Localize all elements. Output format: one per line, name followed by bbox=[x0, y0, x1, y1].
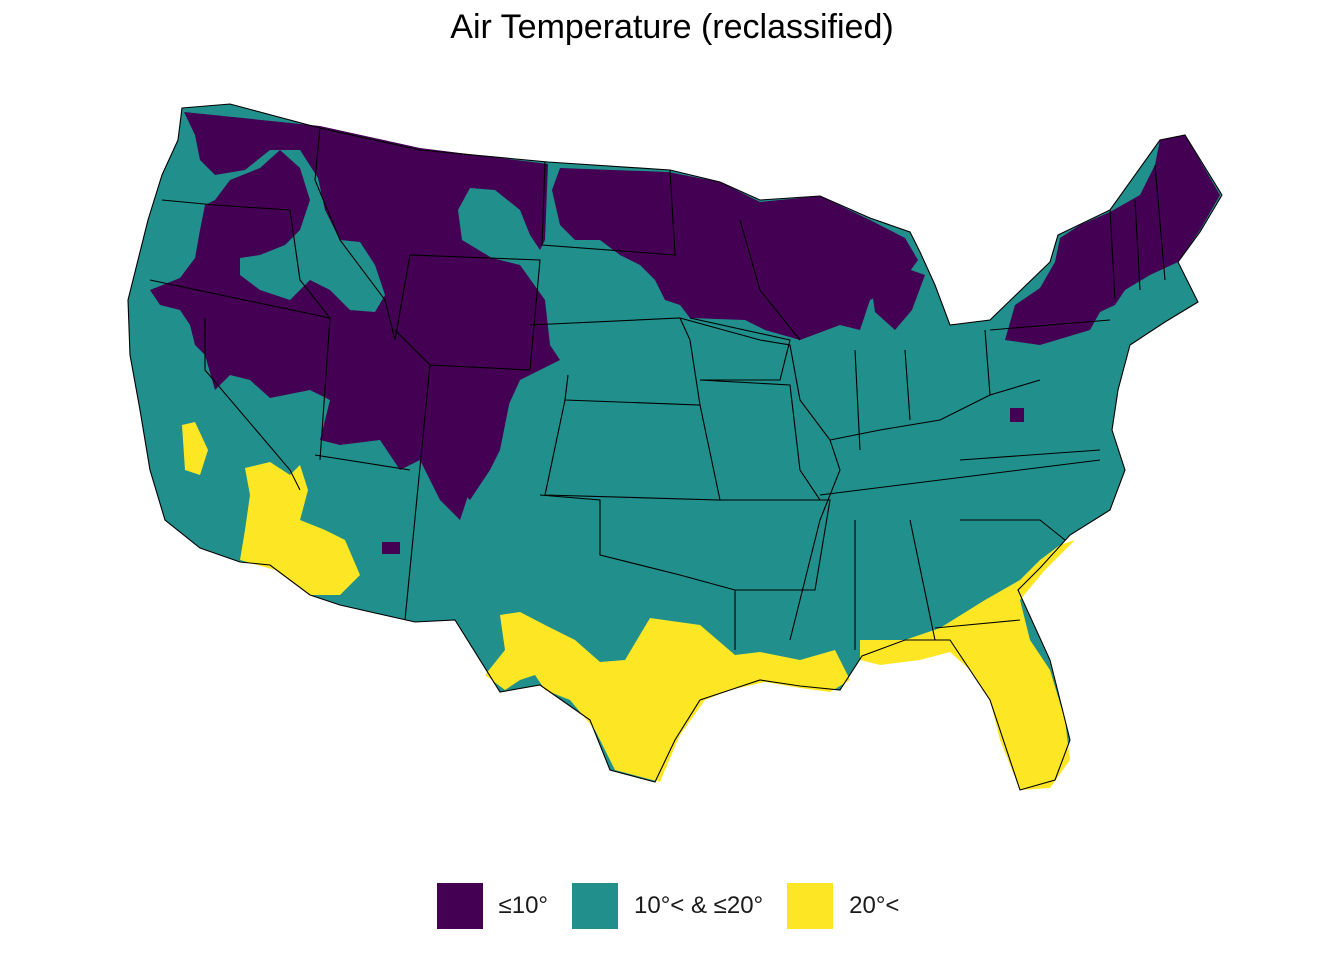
border-ca-nv bbox=[204, 318, 301, 491]
border-dakotas bbox=[541, 161, 676, 256]
border-oh-pa bbox=[984, 329, 991, 396]
country-outline bbox=[127, 103, 1223, 791]
legend-swatch-10-to-20 bbox=[572, 883, 619, 929]
border-or-ca-nv bbox=[149, 279, 331, 319]
region-gt-20-central-valley bbox=[182, 422, 208, 475]
region-le-10-great-basin bbox=[215, 318, 340, 390]
border-tx-ok bbox=[539, 494, 736, 650]
border-ia bbox=[689, 317, 791, 381]
legend-item-gt-20: 20°< bbox=[787, 883, 907, 929]
border-pa-ny bbox=[989, 319, 1111, 331]
legend-label-10-to-20: 10°< & ≤20° bbox=[634, 892, 764, 919]
region-gt-20-texas bbox=[485, 612, 850, 782]
region-gt-20-southwest-desert bbox=[240, 462, 360, 595]
border-new-england bbox=[1109, 164, 1166, 301]
legend: ≤10° 10°< & ≤20° 20°< bbox=[0, 878, 1344, 934]
border-wy bbox=[394, 254, 541, 371]
map-title: Air Temperature (reclassified) bbox=[450, 8, 894, 46]
border-idaho-west bbox=[289, 209, 331, 319]
border-al-ga bbox=[909, 519, 936, 641]
region-gt-20-florida-gulf bbox=[860, 540, 1075, 790]
border-sc-ga bbox=[960, 519, 1066, 541]
border-nv-ut bbox=[319, 317, 331, 461]
border-ks-ok bbox=[544, 399, 721, 501]
legend-label-le-10: ≤10° bbox=[498, 892, 549, 919]
legend-swatch-gt-20 bbox=[787, 883, 834, 929]
legend-item-le-10: ≤10° bbox=[436, 883, 556, 929]
regions-gt-20 bbox=[182, 422, 1075, 790]
region-le-10-arizona-spot bbox=[382, 542, 400, 554]
legend-label-gt-20: 20°< bbox=[849, 892, 900, 919]
legend-item-10-to-20: 10°< & ≤20° bbox=[572, 883, 771, 929]
border-ne-ks bbox=[529, 317, 701, 406]
legend-swatch-le-10 bbox=[436, 883, 483, 929]
state-boundaries bbox=[127, 103, 1223, 791]
border-mo bbox=[699, 379, 822, 501]
border-az-nm bbox=[314, 454, 411, 471]
border-oh-river bbox=[829, 379, 1041, 441]
border-mn-wi bbox=[739, 219, 801, 341]
border-in-oh bbox=[904, 349, 911, 421]
region-le-10-appalachian-spot bbox=[1010, 408, 1024, 422]
region-le-10-upper-midwest bbox=[552, 168, 918, 340]
border-idaho-montana bbox=[314, 127, 396, 341]
border-tn-ky bbox=[819, 459, 1101, 496]
border-il-in bbox=[854, 349, 861, 451]
region-le-10-michigan bbox=[870, 268, 925, 330]
region-le-10-new-england bbox=[1005, 135, 1220, 345]
border-ga-fl bbox=[934, 619, 1021, 629]
regions-le-10 bbox=[150, 112, 1220, 554]
region-le-10-colorado bbox=[425, 365, 510, 500]
border-va-nc bbox=[959, 449, 1101, 461]
border-wa-or bbox=[161, 199, 291, 211]
